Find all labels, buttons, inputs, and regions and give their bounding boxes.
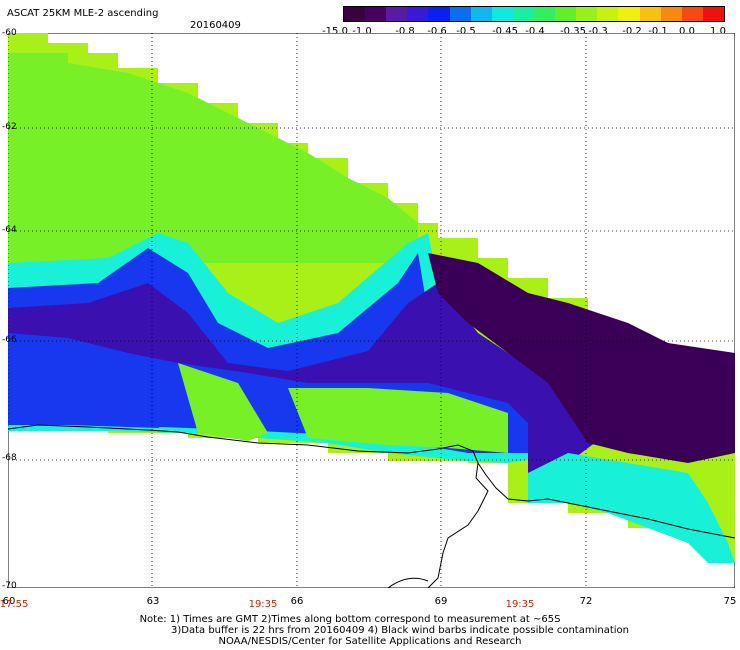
lat-label: -60	[2, 28, 17, 38]
map-plot	[8, 33, 735, 588]
footer-notes: Note: 1) Times are GMT 2)Times along bot…	[0, 614, 740, 647]
colorbar-swatch	[597, 7, 619, 21]
colorbar-swatch	[428, 7, 450, 21]
colorbar-label: -0.3	[588, 26, 608, 37]
region-darkpurple-east	[428, 253, 735, 463]
colorbar-swatch	[576, 7, 598, 21]
colorbar-swatch	[365, 7, 387, 21]
colorbar-label: -0.2	[622, 26, 642, 37]
colorbar-label: 1.0	[710, 26, 726, 37]
lon-label: 69	[434, 596, 448, 607]
coastline-inner	[427, 462, 489, 588]
time-label: 19:35	[248, 599, 278, 610]
colorbar-swatch	[681, 7, 703, 21]
colorbar-swatch	[470, 7, 492, 21]
lat-label: -66	[2, 335, 17, 345]
colorbar-labels: -15.0 -1.0 -0.8 -0.6 -0.5 -0.45 -0.4 -0.35 -0.3 -…	[322, 26, 730, 38]
colorbar-label: -1.0	[352, 26, 372, 37]
region-violet-band	[8, 283, 608, 473]
colorbar-swatch	[512, 7, 534, 21]
lat-label: -64	[2, 225, 17, 235]
colorbar-label: -0.5	[456, 26, 476, 37]
colorbar-swatch	[491, 7, 513, 21]
colorbar-swatch	[555, 7, 577, 21]
time-label: 19:35	[505, 599, 535, 610]
coastline	[8, 424, 735, 539]
colorbar-label: -0.6	[427, 26, 447, 37]
grid-lines	[8, 33, 735, 588]
colorbar-swatch	[344, 7, 366, 21]
region-green-south	[288, 388, 508, 453]
colorbar-swatch	[407, 7, 429, 21]
colorbar-label: -15.0	[322, 26, 348, 37]
colorbar-label: -0.4	[525, 26, 545, 37]
colorbar-label: 0.0	[679, 26, 695, 37]
colorbar-swatch	[639, 7, 661, 21]
region-blue-west	[28, 353, 188, 428]
region-green-north	[8, 53, 418, 263]
coastline-bay	[387, 577, 429, 588]
colorbar-label: -0.45	[492, 26, 518, 37]
colorbar-label: -0.35	[560, 26, 586, 37]
time-label: 17:55	[0, 599, 29, 610]
data-regions	[8, 33, 735, 563]
note-line-1: Note: 1) Times are GMT 2)Times along bot…	[139, 614, 561, 625]
lon-label: 66	[290, 596, 304, 607]
colorbar	[343, 6, 725, 22]
region-cyan-east	[528, 453, 735, 563]
region-green-inlet	[178, 363, 268, 441]
colorbar-label: -0.1	[648, 26, 668, 37]
colorbar-swatch	[702, 7, 724, 21]
note-line-2: 3)Data buffer is 22 hrs from 20160409 4)…	[171, 625, 629, 636]
lon-label: 75	[723, 596, 737, 607]
lon-label: 60	[2, 596, 16, 607]
lat-label: -62	[2, 122, 17, 132]
colorbar-swatch	[449, 7, 471, 21]
colorbar-swatch	[660, 7, 682, 21]
colorbar-label: -0.8	[395, 26, 415, 37]
colorbar-swatch	[386, 7, 408, 21]
lon-label: 72	[579, 596, 593, 607]
lat-label: -68	[2, 453, 17, 463]
lat-label: -70	[2, 581, 17, 591]
chart-title: ASCAT 25KM MLE-2 ascending	[7, 8, 159, 19]
colorbar-swatch	[618, 7, 640, 21]
lon-label: 63	[146, 596, 160, 607]
note-line-3: NOAA/NESDIS/Center for Satellite Applica…	[218, 636, 522, 647]
chart-date: 20160409	[190, 20, 241, 31]
colorbar-swatch	[533, 7, 556, 21]
